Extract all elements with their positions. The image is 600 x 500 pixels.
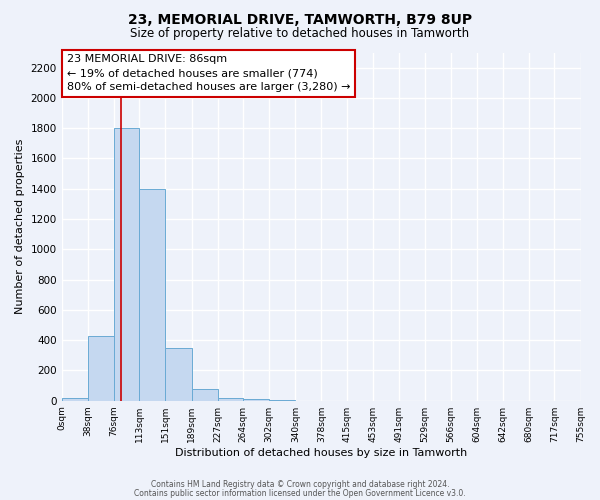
Bar bbox=[114, 128, 139, 400]
Bar bbox=[88, 336, 114, 400]
Bar bbox=[166, 348, 191, 401]
Text: Size of property relative to detached houses in Tamworth: Size of property relative to detached ho… bbox=[130, 28, 470, 40]
Bar bbox=[191, 390, 218, 400]
Text: Contains HM Land Registry data © Crown copyright and database right 2024.: Contains HM Land Registry data © Crown c… bbox=[151, 480, 449, 489]
Bar bbox=[139, 189, 166, 400]
Text: 23, MEMORIAL DRIVE, TAMWORTH, B79 8UP: 23, MEMORIAL DRIVE, TAMWORTH, B79 8UP bbox=[128, 12, 472, 26]
X-axis label: Distribution of detached houses by size in Tamworth: Distribution of detached houses by size … bbox=[175, 448, 467, 458]
Bar bbox=[243, 399, 269, 400]
Bar bbox=[62, 398, 88, 400]
Y-axis label: Number of detached properties: Number of detached properties bbox=[15, 139, 25, 314]
Bar bbox=[218, 398, 243, 400]
Text: 23 MEMORIAL DRIVE: 86sqm
← 19% of detached houses are smaller (774)
80% of semi-: 23 MEMORIAL DRIVE: 86sqm ← 19% of detach… bbox=[67, 54, 350, 92]
Text: Contains public sector information licensed under the Open Government Licence v3: Contains public sector information licen… bbox=[134, 488, 466, 498]
